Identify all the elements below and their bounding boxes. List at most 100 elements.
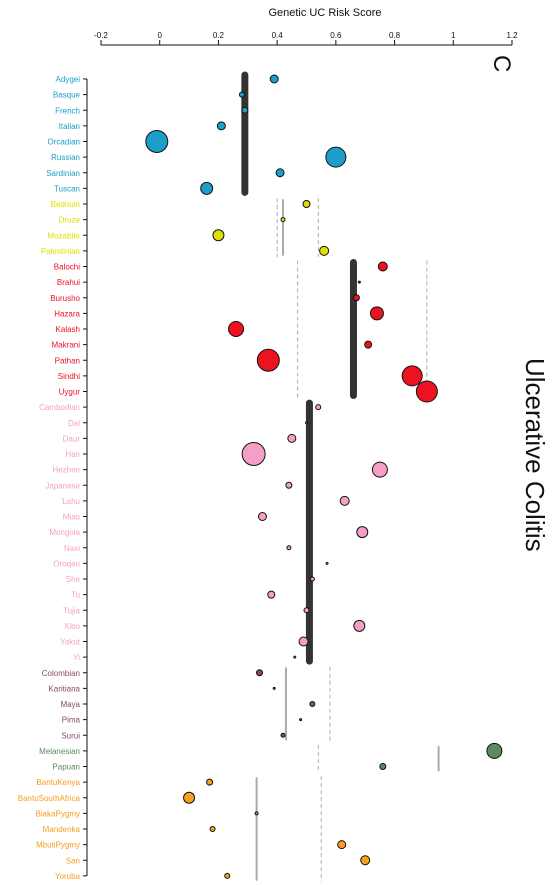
population-label: Uygur [59, 388, 81, 397]
population-label: Pima [62, 716, 81, 725]
population-point [337, 840, 347, 850]
population-label: Bedouin [51, 200, 80, 209]
population-point [216, 121, 226, 131]
population-point [275, 168, 285, 178]
population-point [256, 348, 280, 372]
population-point [286, 545, 292, 551]
population-label: Russian [51, 153, 80, 162]
population-label: Naxi [64, 544, 80, 553]
x-tick-label: 0.8 [389, 31, 401, 40]
x-tick-label: 0.6 [330, 31, 342, 40]
population-label: Tujia [63, 606, 81, 615]
population-point [280, 732, 286, 738]
population-point [299, 718, 303, 722]
population-point [267, 590, 276, 599]
population-label: Tuscan [54, 184, 80, 193]
population-label: Burusho [50, 294, 80, 303]
population-label: Druze [59, 216, 81, 225]
population-label: Palestinian [41, 247, 80, 256]
population-label: Yoruba [55, 872, 81, 881]
population-label: Hezhen [52, 466, 80, 475]
population-point [357, 280, 361, 284]
population-point [377, 261, 388, 272]
x-axis-title: Genetic UC Risk Score [268, 7, 382, 19]
population-label: Yakut [60, 638, 81, 647]
population-point [254, 811, 259, 816]
population-label: Yi [73, 653, 80, 662]
population-point [269, 74, 279, 84]
population-label: Lahu [62, 497, 80, 506]
population-label: Oroqen [53, 559, 80, 568]
x-tick-label: 0.4 [272, 31, 284, 40]
population-point [183, 791, 196, 804]
population-label: Mandenka [43, 825, 81, 834]
population-label: BantuSouthAfrica [18, 794, 81, 803]
population-label: Pathan [55, 356, 80, 365]
population-label: Makrani [52, 341, 81, 350]
x-tick-label: 0.2 [213, 31, 225, 40]
population-point [305, 421, 308, 425]
side-title: Ulcerative Colitis [520, 358, 550, 552]
population-point [287, 433, 297, 443]
population-label: Miao [63, 513, 81, 522]
population-point [303, 607, 310, 614]
population-point [353, 619, 366, 632]
population-point [360, 855, 371, 866]
population-point [302, 200, 311, 208]
population-label: Mozabite [48, 231, 81, 240]
population-point [309, 576, 315, 582]
population-label: Cambodian [39, 403, 80, 412]
population-point [224, 872, 231, 879]
population-label: Han [65, 450, 80, 459]
population-point [256, 669, 264, 677]
population-point [415, 380, 438, 403]
population-label: She [66, 575, 81, 584]
population-point [228, 321, 245, 337]
population-point [379, 763, 387, 770]
population-label: French [55, 106, 80, 115]
population-label: BantuKenya [36, 778, 80, 787]
population-point [293, 655, 297, 659]
population-point [325, 146, 347, 168]
x-tick-label: 1.2 [506, 31, 518, 40]
population-point [145, 130, 169, 153]
population-point [309, 701, 316, 707]
population-point [257, 512, 267, 521]
population-label: Sindhi [58, 372, 80, 381]
population-label: Melanesian [39, 747, 80, 756]
population-label: Daur [63, 434, 81, 443]
population-point [371, 461, 388, 478]
population-label: Colombian [42, 669, 80, 678]
population-label: Surui [61, 731, 80, 740]
population-point [209, 826, 216, 832]
population-point [298, 636, 309, 647]
population-label: Tu [71, 591, 80, 600]
population-label: Xibo [64, 622, 81, 631]
population-point [272, 686, 276, 690]
population-point [364, 340, 373, 349]
population-point [285, 481, 293, 489]
population-label: MbutiPygmy [36, 841, 80, 850]
population-point [325, 561, 329, 565]
population-point [212, 229, 225, 242]
population-label: San [66, 856, 80, 865]
population-point [206, 778, 214, 786]
population-label: Hazara [54, 309, 80, 318]
population-label: Maya [60, 700, 80, 709]
x-tick-label: 1 [451, 31, 456, 40]
population-label: Dai [68, 419, 80, 428]
population-point [238, 91, 245, 98]
population-label: Orcadian [48, 138, 80, 147]
population-point [315, 404, 322, 411]
population-point [280, 217, 286, 223]
population-point [369, 306, 384, 321]
population-label: Kalash [56, 325, 80, 334]
population-label: Papuan [52, 763, 80, 772]
population-point [241, 442, 266, 466]
population-point [319, 245, 330, 256]
population-label: Japanese [45, 481, 80, 490]
population-point [352, 294, 360, 302]
population-label: Adygei [56, 75, 81, 84]
population-label: Brahui [57, 278, 80, 287]
